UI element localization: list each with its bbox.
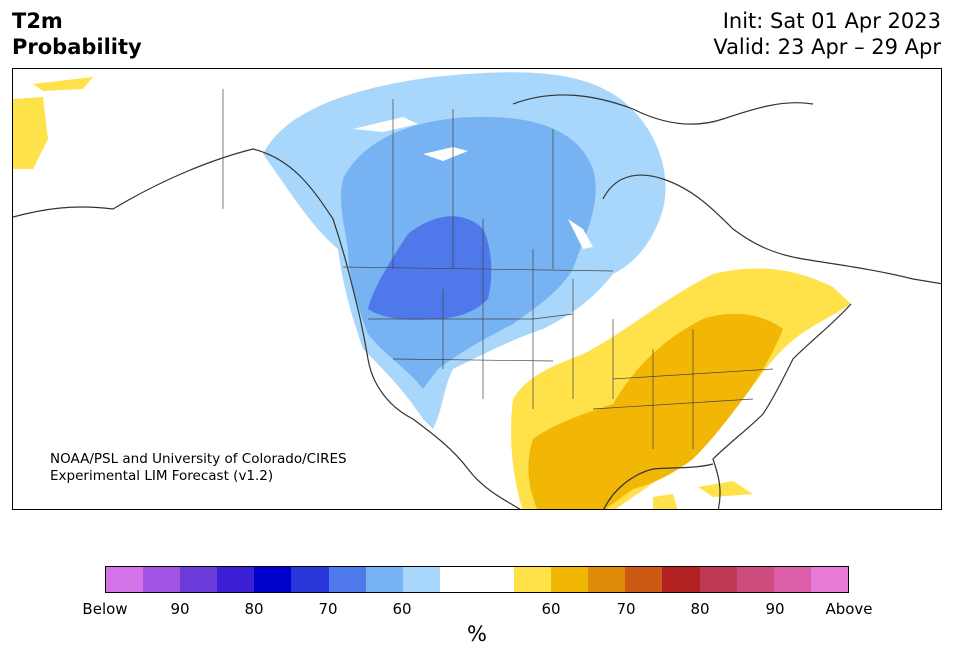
colorbar-cell (699, 567, 737, 592)
colorbar-cell (180, 567, 218, 592)
colorbar-tick-label: 80 (244, 600, 264, 618)
colorbar-cell (662, 567, 700, 592)
credit-line-1: NOAA/PSL and University of Colorado/CIRE… (50, 451, 347, 467)
init-date: Init: Sat 01 Apr 2023 (722, 9, 941, 33)
colorbar-cell (365, 567, 403, 592)
forecast-map: NOAA/PSL and University of Colorado/CIRE… (12, 68, 942, 510)
probability-label: Probability (12, 35, 142, 59)
colorbar-tick-label: 80 (690, 600, 710, 618)
colorbar-cell (588, 567, 626, 592)
colorbar-tick-label: 70 (616, 600, 636, 618)
colorbar-tick-label: 60 (392, 600, 412, 618)
colorbar-cell (439, 567, 477, 592)
colorbar-cell (254, 567, 292, 592)
colorbar-cell (328, 567, 366, 592)
colorbar-tick-label: Below (82, 600, 128, 618)
region-warm-light (33, 77, 93, 91)
lake (568, 219, 593, 249)
colorbar-cell (106, 567, 144, 592)
region-warm-light (13, 97, 48, 169)
colorbar-cell (514, 567, 552, 592)
colorbar-cell (625, 567, 663, 592)
colorbar-cell (810, 567, 848, 592)
colorbar-cell (143, 567, 181, 592)
colorbar-tick-label: 90 (170, 600, 190, 618)
colorbar-tick-label: 70 (318, 600, 338, 618)
colorbar-tick-label: Above (825, 600, 873, 618)
variable-label: T2m (12, 9, 63, 33)
credit-line-2: Experimental LIM Forecast (v1.2) (50, 468, 274, 484)
colorbar-cell (773, 567, 811, 592)
colorbar-tick-label: 90 (765, 600, 785, 618)
colorbar-cell (551, 567, 589, 592)
lake (423, 147, 468, 161)
colorbar-cell (736, 567, 774, 592)
probability-colorbar (105, 566, 849, 593)
colorbar-cell (402, 567, 440, 592)
coastlines (13, 94, 941, 509)
colorbar-tick-label: 60 (541, 600, 561, 618)
state-borders (222, 89, 774, 449)
region-warm-light (653, 494, 678, 509)
map-title: T2m Probability (12, 8, 142, 60)
lake (353, 117, 418, 132)
colorbar-unit: % (467, 622, 487, 646)
forecast-credit: NOAA/PSL and University of Colorado/CIRE… (50, 451, 347, 485)
colorbar-cell (217, 567, 255, 592)
colorbar-cell (476, 567, 515, 592)
date-info: Init: Sat 01 Apr 2023 Valid: 23 Apr – 29… (713, 8, 941, 60)
region-warm-light (698, 481, 753, 497)
valid-range: Valid: 23 Apr – 29 Apr (713, 35, 941, 59)
colorbar-cell (291, 567, 329, 592)
map-canvas (13, 72, 941, 509)
region-warm-mid (528, 313, 783, 509)
